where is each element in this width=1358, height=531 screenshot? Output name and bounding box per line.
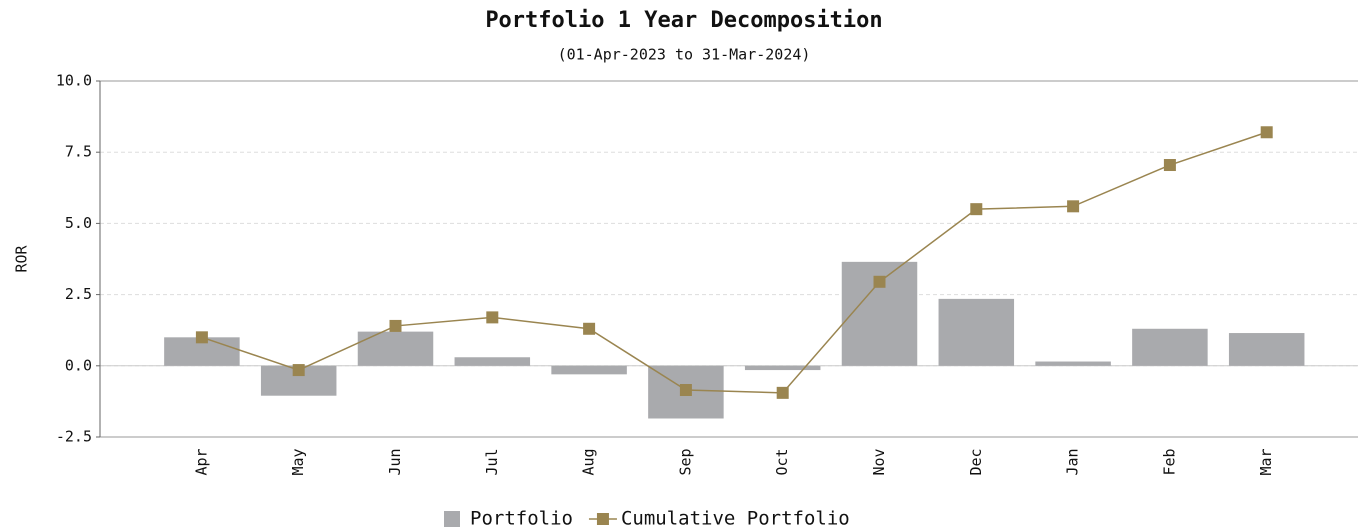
y-tick-label: 7.5 [65,143,92,161]
point [1260,126,1273,139]
y-tick-label: 2.5 [65,285,92,303]
bar [1132,328,1208,366]
x-tick-label: Sep [676,448,694,475]
x-tick-label: Jun [386,448,404,475]
legend-swatch [444,511,460,527]
x-tick-label: Dec [967,448,985,475]
point [292,364,305,377]
y-tick-label: 5.0 [65,214,92,232]
y-tick-label: 10.0 [56,72,92,90]
point [679,384,692,397]
point [486,311,499,324]
y-tick-label: -2.5 [56,428,92,446]
y-tick-label: 0.0 [65,356,92,374]
point [195,331,208,344]
point [1163,159,1176,172]
legend-label: Portfolio [470,508,573,530]
x-tick-label: May [289,448,307,475]
bar [1228,333,1305,366]
y-axis-label: ROR [13,244,31,272]
bar [357,331,434,366]
chart-subtitle: (01-Apr-2023 to 31-Mar-2024) [558,46,811,64]
bar [1035,361,1111,366]
x-tick-label: Oct [773,448,791,475]
point [970,203,983,216]
bar [744,365,821,371]
point [389,319,402,332]
x-tick-label: Nov [870,448,888,475]
point [776,386,789,399]
legend-swatch [596,513,609,525]
x-tick-label: Aug [580,448,598,475]
point [873,275,886,288]
legend-label: Cumulative Portfolio [621,508,850,530]
chart-title: Portfolio 1 Year Decomposition [485,8,882,33]
x-tick-label: Jan [1064,448,1082,475]
bar [454,357,531,366]
bar [551,365,627,375]
x-tick-label: Apr [192,448,210,475]
bar [938,298,1015,366]
point [1067,200,1080,213]
x-tick-label: Feb [1160,448,1178,475]
x-tick-label: Jul [483,448,501,475]
point [583,322,596,335]
line [201,131,1267,394]
x-tick-label: Mar [1257,448,1275,475]
